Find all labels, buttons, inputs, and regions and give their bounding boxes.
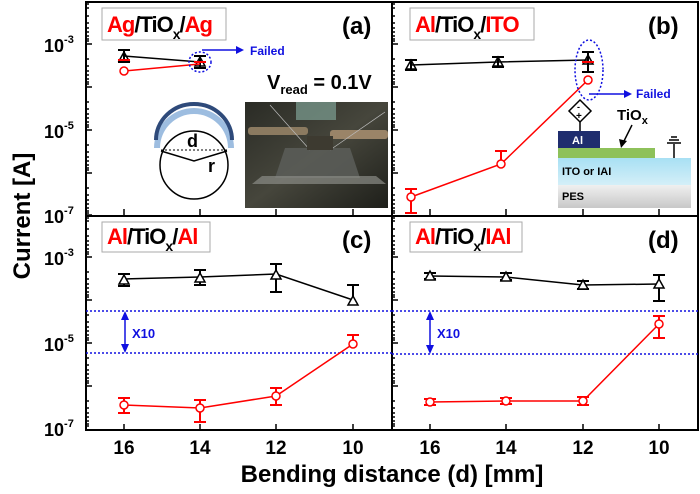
probe-station-photo bbox=[245, 102, 388, 208]
svg-text:16: 16 bbox=[113, 438, 134, 459]
y-tick-labels-bottom: 10-3 10-5 10-7 bbox=[44, 247, 74, 440]
panel-a-letter: (a) bbox=[342, 13, 371, 40]
svg-text:16: 16 bbox=[419, 438, 440, 459]
y-axis-label: Current [A] bbox=[9, 153, 36, 280]
panel-a-title: Ag/TiOx/Ag bbox=[107, 12, 212, 42]
x-tick-labels: 16 14 12 10 16 14 12 10 bbox=[113, 438, 669, 459]
y-tick-labels-top: 10-3 10-5 10-7 bbox=[44, 34, 74, 227]
svg-text:14: 14 bbox=[495, 438, 517, 459]
svg-text:10-3: 10-3 bbox=[44, 247, 74, 269]
panel-b-letter: (b) bbox=[648, 13, 679, 40]
source-minus: - bbox=[577, 102, 580, 112]
svg-text:10: 10 bbox=[342, 438, 363, 459]
panel-b-title: Al/TiOx/ITO bbox=[415, 12, 519, 42]
panel-d-title: Al/TiOx/IAl bbox=[415, 224, 510, 254]
panel-d-ratio-label: X10 bbox=[437, 326, 460, 341]
svg-text:12: 12 bbox=[265, 438, 286, 459]
panel-c-letter: (c) bbox=[342, 227, 371, 254]
panel-a-failed-label: Failed bbox=[250, 44, 285, 58]
svg-text:10-7: 10-7 bbox=[44, 418, 74, 440]
svg-text:10: 10 bbox=[648, 438, 669, 459]
x-axis-ticks bbox=[123, 209, 660, 430]
svg-text:10-7: 10-7 bbox=[44, 205, 74, 227]
panel-b-failed-label: Failed bbox=[636, 87, 671, 101]
substrate-label: PES bbox=[562, 191, 584, 203]
top-electrode-label: Al bbox=[572, 135, 583, 147]
panel-c-ratio-label: X10 bbox=[132, 326, 155, 341]
panel-d: Al/TiOx/IAl (d) X10 bbox=[392, 221, 698, 407]
diagram-r-label: r bbox=[208, 156, 215, 176]
ground-icon bbox=[667, 136, 681, 158]
svg-text:10-3: 10-3 bbox=[44, 34, 74, 56]
bottom-electrode-label: ITO or IAI bbox=[562, 166, 611, 178]
panel-c-title: Al/TiOx/Al bbox=[107, 224, 197, 254]
svg-text:10-5: 10-5 bbox=[44, 333, 74, 355]
panel-b: Al/TiOx/ITO (b) Failed Al ITO or IAI PES bbox=[404, 7, 691, 214]
diagram-d-label: d bbox=[187, 131, 198, 151]
svg-text:10-5: 10-5 bbox=[44, 120, 74, 142]
panel-a: Ag/TiOx/Ag (a) Failed Vread = 0.1V d r bbox=[101, 7, 388, 208]
source-plus: + bbox=[576, 111, 582, 122]
panel-c: Al/TiOx/Al (c) X10 bbox=[86, 221, 392, 423]
vread-label: Vread = 0.1V bbox=[267, 72, 372, 97]
oxide-label: TiOx bbox=[617, 107, 649, 127]
x-axis-label: Bending distance (d) [mm] bbox=[241, 461, 544, 488]
svg-text:12: 12 bbox=[572, 438, 593, 459]
y-axis-ticks bbox=[86, 3, 398, 427]
bending-diagram: d r bbox=[154, 102, 234, 200]
svg-text:14: 14 bbox=[189, 438, 211, 459]
panel-d-letter: (d) bbox=[648, 227, 679, 254]
device-schematic: Al ITO or IAI PES TiOx - + bbox=[558, 98, 691, 208]
